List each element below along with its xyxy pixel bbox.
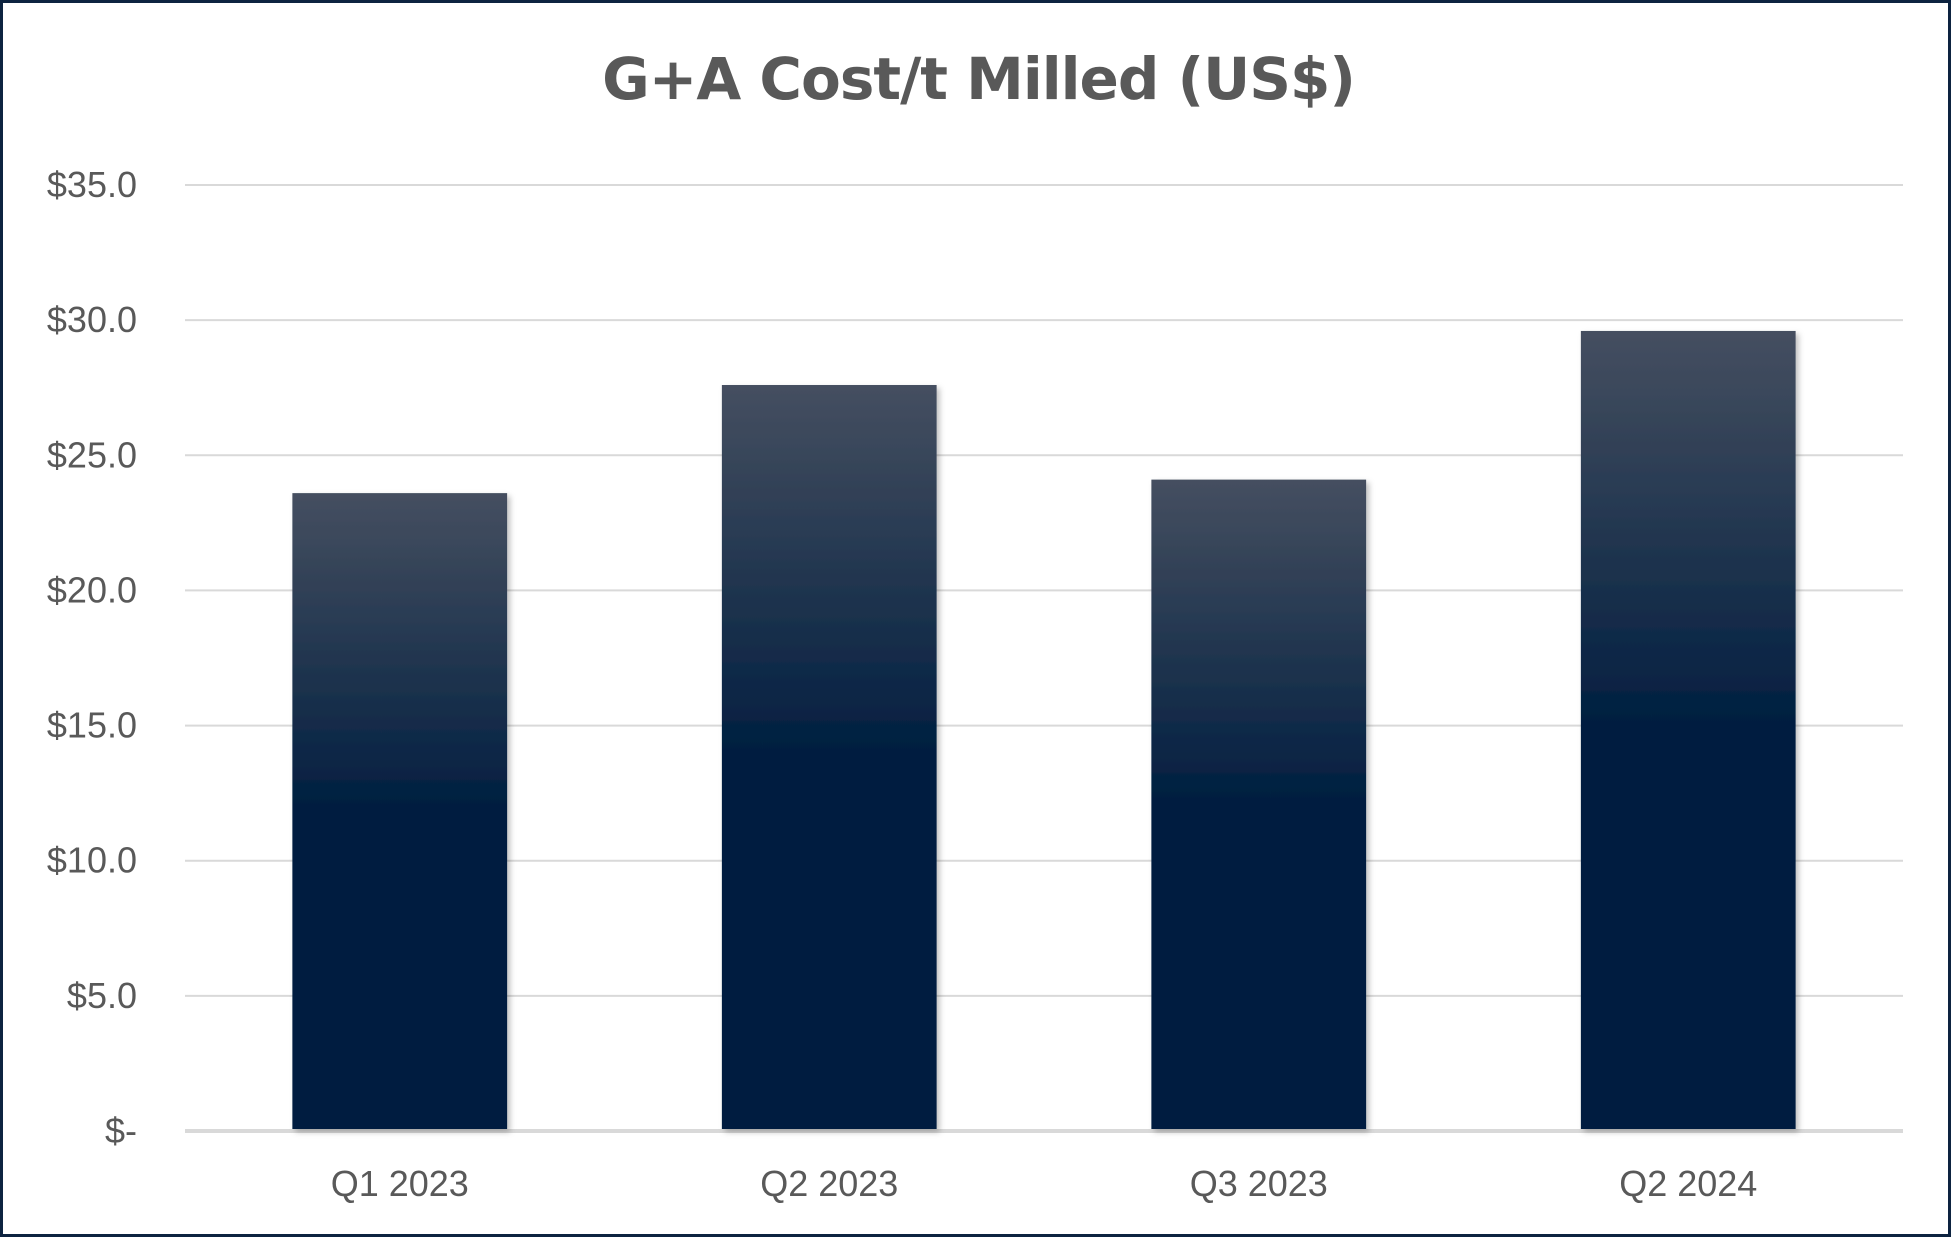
x-tick-label: Q2 2023 <box>760 1163 898 1204</box>
y-tick-label: $20.0 <box>47 569 137 610</box>
x-tick-label: Q1 2023 <box>331 1163 469 1204</box>
bars <box>292 330 1796 1129</box>
y-tick-label: $15.0 <box>47 705 137 746</box>
x-tick-label: Q2 2024 <box>1619 1163 1757 1204</box>
y-axis-ticks: $- $5.0 $10.0 $15.0 $20.0 $25.0 $30.0 $35.0 <box>47 164 137 1151</box>
bar-chart: $- $5.0 $10.0 $15.0 $20.0 $25.0 $30.0 $35.0 Q1 … <box>47 164 1903 1204</box>
y-tick-label: $- <box>105 1110 137 1151</box>
y-tick-label: $35.0 <box>47 164 137 205</box>
x-axis-ticks: Q1 2023 Q2 2023 Q3 2023 Q2 2024 <box>331 1163 1758 1204</box>
chart-title: G+A Cost/t Milled (US$) <box>602 45 1356 113</box>
bar-q2-2023 <box>721 385 937 1129</box>
y-tick-label: $5.0 <box>67 975 137 1016</box>
y-tick-label: $30.0 <box>47 299 137 340</box>
bar-q3-2023 <box>1151 479 1367 1129</box>
x-tick-label: Q3 2023 <box>1190 1163 1328 1204</box>
bar-q1-2023 <box>292 493 508 1129</box>
y-tick-label: $25.0 <box>47 434 137 475</box>
bar-q2-2024 <box>1580 330 1796 1129</box>
y-tick-label: $10.0 <box>47 840 137 881</box>
